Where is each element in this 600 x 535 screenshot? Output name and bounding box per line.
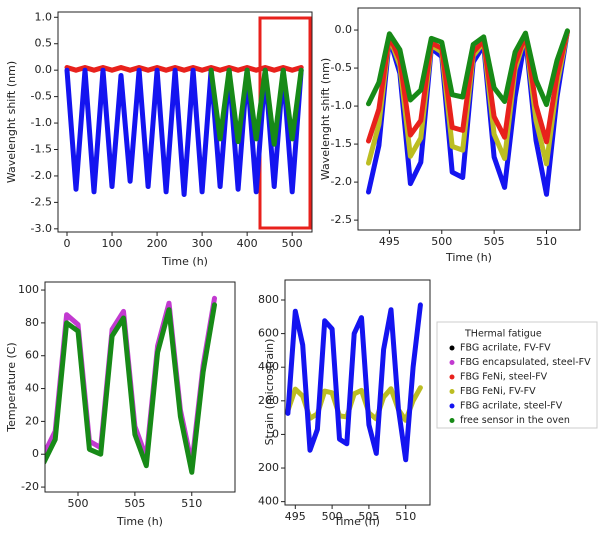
x-tick-label: 495 [285,510,306,523]
legend-label: FBG acrilate, steel-FV [460,401,563,412]
y-axis-label: Strain (microstrain) [263,339,276,446]
y-tick-label: 0.0 [335,23,353,36]
axes-frame [357,7,581,231]
axes-frame [284,279,431,506]
y-tick-label: -2.5 [331,213,352,226]
data-line [366,29,570,145]
y-tick-label: -3.0 [31,222,52,235]
y-tick-label: 0 [272,427,279,440]
x-tick-label: 100 [102,237,123,250]
y-tick-label: 20 [25,414,39,427]
legend-marker [449,403,455,409]
y-tick-label: 60 [25,349,39,362]
y-axis-label: Wavelenght shift (nm) [5,61,18,183]
x-tick-label: 510 [536,235,557,248]
x-tick-label: 0 [64,237,71,250]
legend-box [436,321,598,429]
y-tick-label: -2.5 [31,195,52,208]
y-tick-label: 0.0 [35,63,53,76]
plot-area [45,295,217,475]
legend-marker [449,389,455,394]
x-tick-label: 200 [147,237,168,250]
x-axis-label: Time (h) [116,515,163,528]
legend-title: THermal fatigue [464,329,542,340]
x-tick-label: 300 [192,237,213,250]
y-tick-label: -1.5 [31,143,52,156]
y-tick-label: 0.5 [35,37,53,50]
x-tick-label: 505 [484,235,505,248]
x-axis-label: Time (h) [161,255,208,268]
y-tick-label: 80 [25,316,39,329]
y-tick-label: 200 [258,394,279,407]
y-tick-label: 600 [258,327,279,340]
y-tick-label: -1.0 [31,116,52,129]
y-tick-label: 400 [258,495,279,508]
axes-frame [44,281,236,493]
legend-label: FBG encapsulated, steel-FV [460,357,591,368]
x-tick-label: 505 [358,510,379,523]
x-axis-label: Time (h) [445,251,492,264]
legend-label: free sensor in the oven [460,415,570,426]
x-tick-label: 510 [181,497,202,510]
y-tick-label: -1.0 [331,99,352,112]
data-line [45,302,217,475]
y-tick-label: -20 [21,480,39,493]
x-tick-label: 500 [322,510,343,523]
x-tick-label: 400 [237,237,258,250]
data-line [366,28,570,108]
legend-marker [449,418,455,423]
y-tick-label: -0.5 [331,61,352,74]
y-tick-label: -2.0 [31,169,52,182]
y-axis-label: Temperature (C) [5,342,18,432]
data-line [64,65,304,73]
plot-area [64,65,304,197]
y-tick-label: 40 [25,382,39,395]
y-tick-label: 200 [258,461,279,474]
x-tick-label: 510 [395,510,416,523]
axes-frame [57,11,313,233]
x-tick-label: 500 [431,235,452,248]
plot-area [285,302,423,463]
y-axis-label: Wavelenght shift (nm) [319,58,332,180]
y-tick-label: -1.5 [331,137,352,150]
x-tick-label: 500 [67,497,88,510]
legend: THermal fatigue FBG acrilate, FV-FV FBG e… [436,321,598,429]
x-tick-label: 505 [124,497,145,510]
legend-marker [449,374,455,380]
y-tick-label: 0 [32,447,39,460]
x-tick-label: 495 [379,235,400,248]
y-tick-label: -2.0 [331,175,352,188]
data-line [285,302,423,463]
data-line [208,67,304,147]
legend-label: FBG acrilate, FV-FV [460,343,551,354]
y-tick-label: -0.5 [31,90,52,103]
y-tick-label: 800 [258,293,279,306]
y-tick-label: 100 [18,283,39,296]
y-tick-label: 400 [258,360,279,373]
legend-marker [449,345,455,351]
legend-label: FBG FeNi, FV-FV [460,386,536,397]
y-tick-label: 1.0 [35,10,53,23]
legend-marker [449,360,455,365]
legend-label: FBG FeNi, steel-FV [460,372,548,383]
x-tick-label: 500 [282,237,303,250]
plot-area [366,28,570,197]
x-axis-label: Time (h) [333,515,380,528]
